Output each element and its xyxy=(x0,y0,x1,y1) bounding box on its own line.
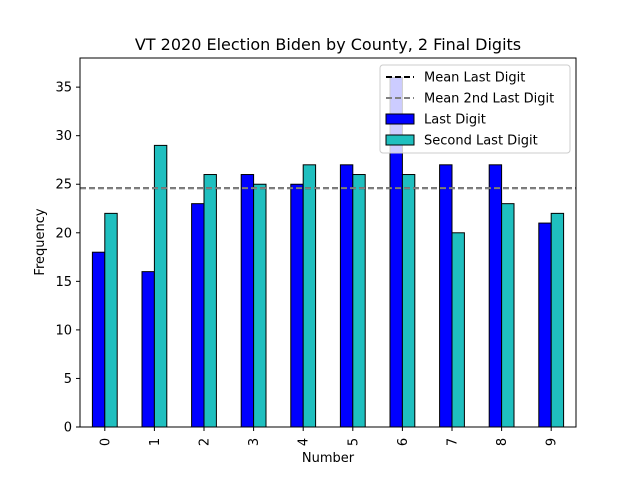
legend-label-series-2: Second Last Digit xyxy=(424,134,538,149)
bar-series-2-cat-5 xyxy=(352,174,366,428)
bar-series-1-cat-1 xyxy=(141,271,155,428)
y-tick-label: 10 xyxy=(55,323,72,338)
bar-series-1-cat-3 xyxy=(240,174,255,428)
bar-series-2-cat-8 xyxy=(501,203,515,428)
x-tick-label: 5 xyxy=(346,438,361,446)
bar-series-1-cat-5 xyxy=(339,164,354,428)
bar-series-2-cat-0 xyxy=(104,212,118,428)
legend-box xyxy=(379,64,571,154)
x-tick-label: 9 xyxy=(545,438,560,446)
x-tick-label: 0 xyxy=(98,438,113,446)
bar-series-2-cat-9 xyxy=(550,212,565,428)
bar-series-2-cat-2 xyxy=(203,174,217,428)
bar-series-1-cat-9 xyxy=(538,222,552,428)
y-tick-label: 30 xyxy=(55,129,72,144)
x-tick-label: 1 xyxy=(148,438,163,446)
y-tick-label: 15 xyxy=(55,275,72,290)
plot-frame xyxy=(79,57,577,428)
bar-series-1-cat-4 xyxy=(290,183,304,428)
y-tick-label: 35 xyxy=(55,81,72,96)
y-tick-label: 5 xyxy=(64,372,72,387)
y-axis-label: Frequency xyxy=(33,208,48,275)
bar-series-1-cat-7 xyxy=(439,164,453,428)
legend-swatch-series-2 xyxy=(385,134,415,146)
x-tick-label: 7 xyxy=(446,438,461,446)
y-tick-label: 25 xyxy=(55,178,72,193)
legend-label-reference-1: Mean Last Digit xyxy=(424,71,525,86)
bar-series-2-cat-3 xyxy=(253,183,267,428)
x-axis: 0 1 2 3 4 5 6 7 8 9 xyxy=(98,427,560,446)
y-tick-label: 20 xyxy=(55,226,72,241)
x-tick-label: 4 xyxy=(297,438,312,446)
bar-series-2-cat-7 xyxy=(451,232,465,428)
legend-swatch-series-1 xyxy=(385,113,415,125)
legend: Mean Last Digit Mean 2nd Last Digit Last D… xyxy=(379,64,571,154)
legend-label-reference-2: Mean 2nd Last Digit xyxy=(424,92,554,107)
chart-title: VT 2020 Election Biden by County, 2 Fina… xyxy=(135,35,521,54)
y-tick-label: 0 xyxy=(64,421,72,436)
legend-label-series-1: Last Digit xyxy=(424,113,486,128)
x-tick-label: 8 xyxy=(495,438,510,446)
bar-series-2-cat-6 xyxy=(401,174,416,428)
x-tick-label: 3 xyxy=(247,438,262,446)
bar-series-2-cat-4 xyxy=(302,164,317,428)
x-axis-label: Number xyxy=(302,451,355,466)
x-tick-label: 6 xyxy=(396,438,411,446)
x-tick-label: 2 xyxy=(198,438,213,446)
y-axis: 0 5 10 15 20 25 30 35 xyxy=(55,81,80,436)
bar-series-1-cat-8 xyxy=(488,164,503,428)
bar-series-1-cat-2 xyxy=(191,203,205,428)
bar-series-1-cat-0 xyxy=(91,251,106,428)
